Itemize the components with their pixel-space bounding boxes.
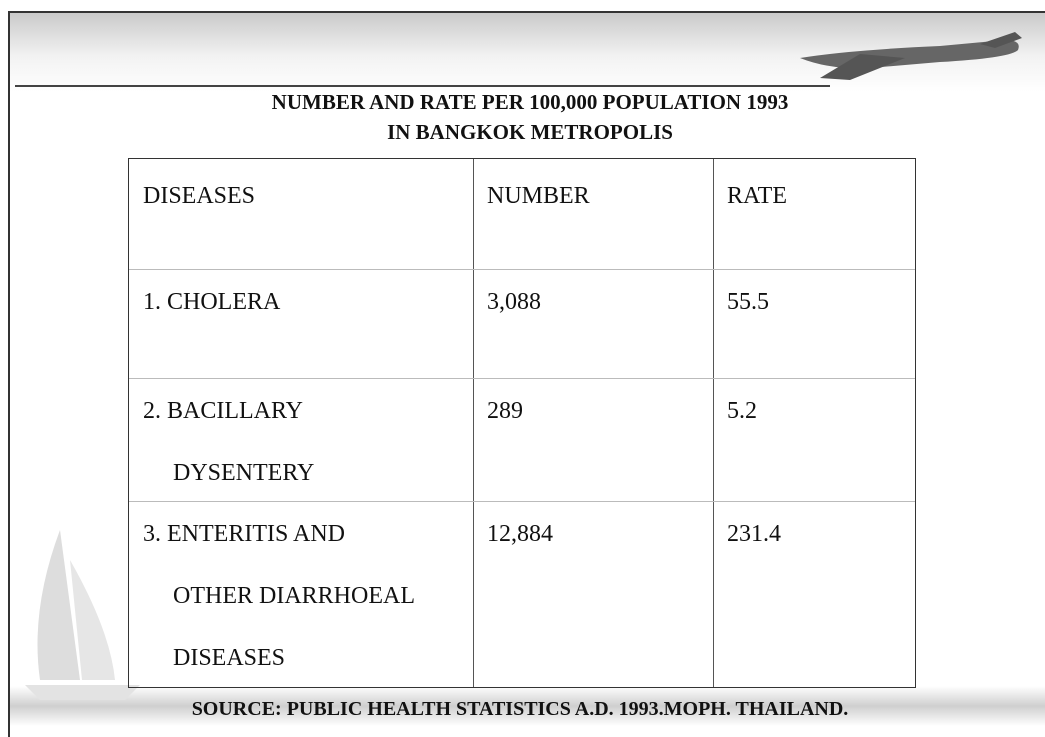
number-cell: 289 [473,380,713,442]
number-cell: 3,088 [473,271,713,333]
disease-name: DYSENTERY [159,442,503,504]
disease-name: 2. BACILLARY [129,380,473,442]
row-divider [129,378,915,379]
row-divider [129,269,915,270]
rule [15,85,830,87]
rate-cell: 55.5 [713,271,917,333]
column-header: NUMBER [473,165,713,227]
number-cell: 12,884 [473,503,713,565]
disease-name: 3. ENTERITIS AND [129,503,473,565]
airplane-icon [790,28,1030,88]
rate-cell: 231.4 [713,503,917,565]
rate-cell: 5.2 [713,380,917,442]
disease-name: OTHER DIARRHOEAL [159,565,503,627]
title-line: NUMBER AND RATE PER 100,000 POPULATION 1… [0,90,1045,115]
disease-name: DISEASES [159,627,503,689]
frame-line [8,11,1045,13]
column-header: DISEASES [129,165,473,227]
disease-name: 1. CHOLERA [129,271,473,333]
source-note: SOURCE: PUBLIC HEALTH STATISTICS A.D. 19… [0,698,1040,721]
column-header: RATE [713,165,917,227]
slide: NUMBER AND RATE PER 100,000 POPULATION 1… [0,0,1045,737]
title-line: IN BANGKOK METROPOLIS [0,120,1045,145]
